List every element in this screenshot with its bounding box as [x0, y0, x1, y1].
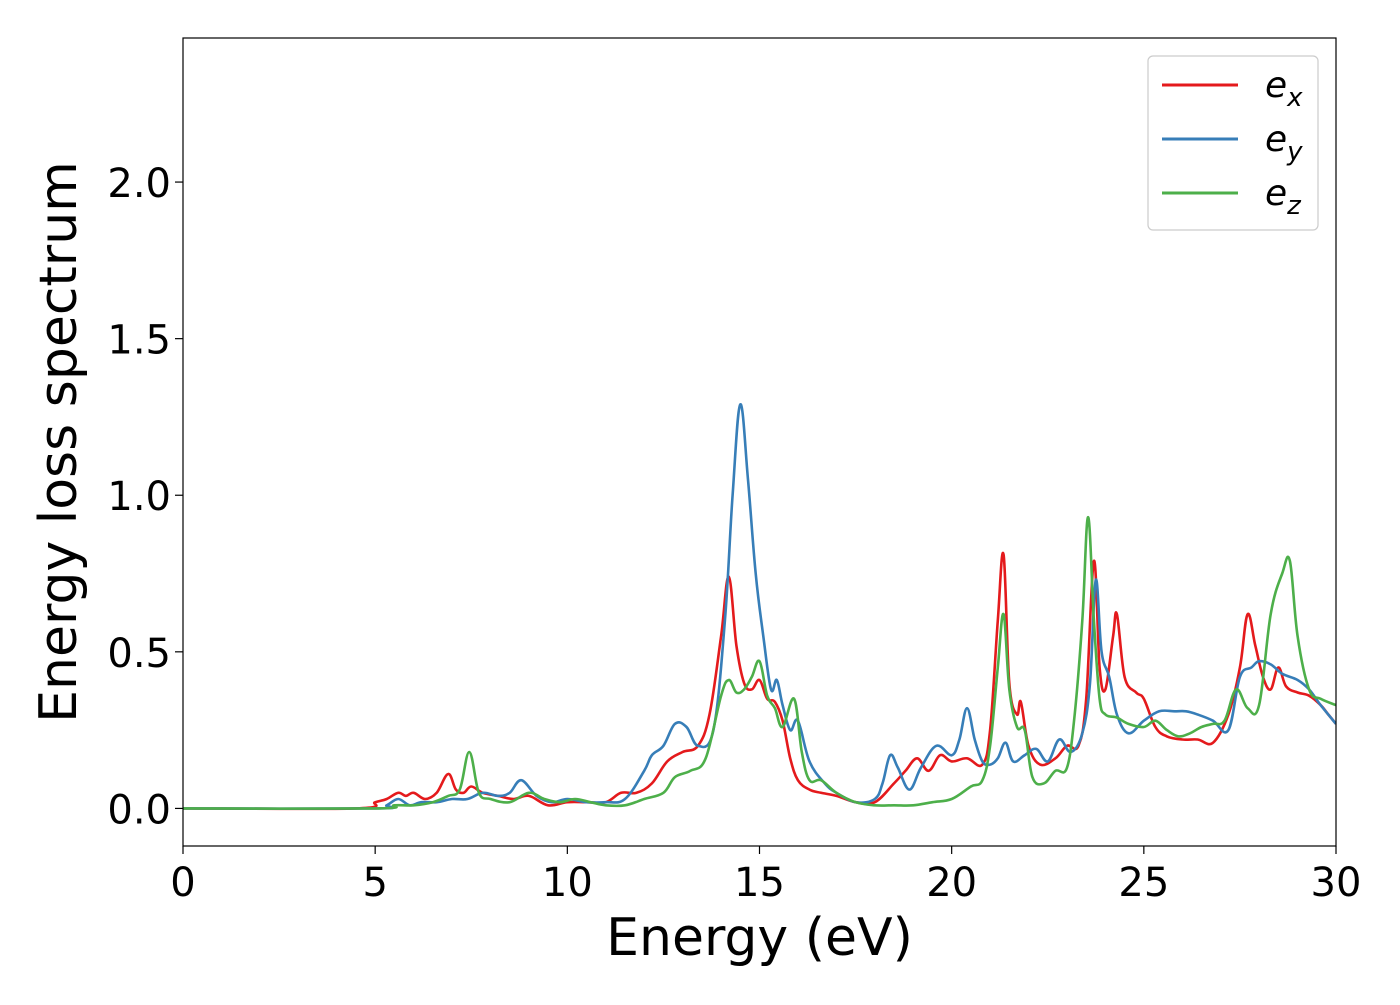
x-axis-label: Energy (eV) [606, 908, 913, 968]
y-tick-label: 1.0 [107, 474, 171, 520]
y-tick-label: 0.5 [107, 631, 171, 677]
y-tick-label: 1.5 [107, 318, 171, 364]
legend-box [1147, 55, 1319, 231]
legend-entry-y: ey [1162, 119, 1303, 167]
y-tick-label: 0.0 [107, 787, 171, 833]
plot-area [183, 403, 1336, 811]
legend-label: ey [1265, 119, 1303, 167]
x-tick-label: 15 [734, 860, 785, 906]
legend: ex ey ez [1147, 55, 1319, 231]
series-line-z [183, 515, 1336, 810]
legend-entry-z: ez [1162, 173, 1302, 221]
x-axis-ticks: 0 5 10 15 20 25 30 [170, 846, 1361, 906]
y-axis-ticks: 0.0 0.5 1.0 1.5 2.0 [107, 161, 183, 833]
legend-entry-x: ex [1162, 65, 1303, 113]
x-tick-label: 30 [1311, 860, 1362, 906]
legend-label: ex [1265, 65, 1303, 113]
x-tick-label: 25 [1118, 860, 1169, 906]
y-axis-label: Energy loss spectrum [29, 161, 89, 723]
y-tick-label: 2.0 [107, 161, 171, 207]
series-line-x [183, 551, 1336, 811]
x-tick-label: 5 [362, 860, 387, 906]
x-tick-label: 20 [926, 860, 977, 906]
x-tick-label: 0 [170, 860, 195, 906]
legend-label: ez [1265, 173, 1302, 221]
series-line-y [183, 403, 1336, 810]
plot-frame [182, 37, 1337, 847]
x-tick-label: 10 [542, 860, 593, 906]
